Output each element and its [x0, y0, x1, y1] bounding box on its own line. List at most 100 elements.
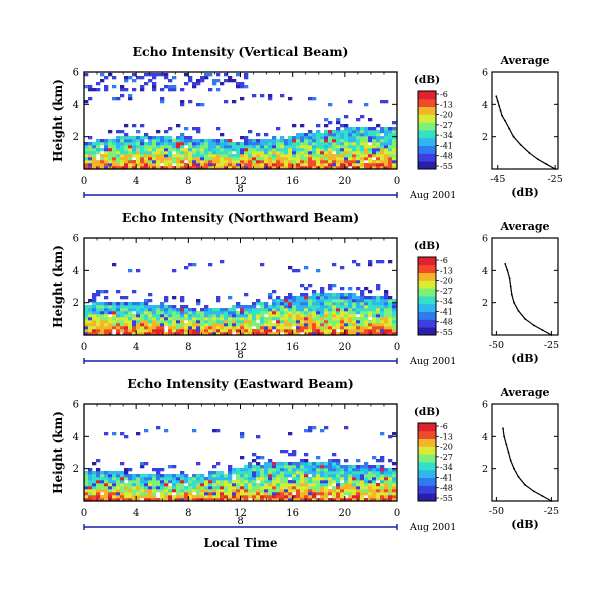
heatmap-cell	[100, 148, 105, 152]
heatmap-cell	[336, 314, 341, 318]
heatmap-cell	[212, 79, 217, 83]
heatmap-cell	[100, 320, 105, 324]
heatmap-cell	[376, 302, 381, 306]
heatmap-cell	[356, 151, 361, 155]
heatmap-cell	[392, 127, 397, 131]
heatmap-cell	[376, 308, 381, 312]
heatmap-cell	[312, 148, 317, 152]
heatmap-cell	[132, 480, 137, 484]
heatmap-cell	[192, 142, 197, 146]
heatmap-cell	[372, 145, 377, 149]
heatmap-cell	[128, 308, 133, 312]
heatmap-cell	[360, 477, 365, 481]
heatmap-cell	[116, 97, 121, 101]
heatmap-cell	[336, 121, 341, 125]
heatmap-cell	[172, 486, 177, 490]
panel-2: Echo Intensity (Eastward Beam)0 4 8 12 16 20 0…	[51, 376, 559, 550]
y-tick-label: 2	[73, 464, 79, 475]
heatmap-cell	[232, 471, 237, 475]
heatmap-cell	[124, 308, 129, 312]
heatmap-cell	[384, 142, 389, 146]
heatmap-cell	[208, 166, 213, 170]
heatmap-cell	[120, 471, 125, 475]
colorbar-swatch	[418, 454, 436, 463]
heatmap-cell	[380, 329, 385, 333]
heatmap-cell	[240, 317, 245, 321]
heatmap-cell	[260, 305, 265, 309]
heatmap-cell	[88, 326, 93, 330]
heatmap-cell	[320, 495, 325, 499]
heatmap-cell	[188, 154, 193, 158]
heatmap-cell	[340, 471, 345, 475]
heatmap-cell	[336, 465, 341, 469]
heatmap-cell	[200, 311, 205, 315]
colorbar-frame	[417, 90, 437, 170]
heatmap-cell	[260, 163, 265, 167]
colorbar-swatch	[418, 161, 436, 170]
heatmap-cell	[116, 311, 121, 315]
heatmap-cell	[112, 148, 117, 152]
heatmap-cell	[308, 320, 313, 324]
heatmap-cell	[88, 317, 93, 321]
heatmap-cell	[168, 329, 173, 333]
heatmap-cell	[124, 492, 129, 496]
heatmap-cell	[140, 326, 145, 330]
heatmap-cell	[384, 100, 389, 104]
heatmap-cell	[248, 462, 253, 466]
heatmap-cell	[120, 480, 125, 484]
heatmap-cell	[392, 139, 397, 143]
heatmap-cell	[168, 163, 173, 167]
heatmap-cell	[100, 290, 105, 294]
heatmap-cell	[220, 329, 225, 333]
profile-point	[541, 495, 544, 498]
heatmap-cell	[164, 317, 169, 321]
heatmap-cell	[304, 157, 309, 161]
heatmap-cell	[160, 302, 165, 306]
heatmap-cell	[116, 486, 121, 490]
heatmap-cell	[300, 320, 305, 324]
heatmap-cell	[248, 142, 253, 146]
heatmap-cell	[316, 311, 321, 315]
heatmap-cell	[376, 145, 381, 149]
heatmap-cell	[300, 157, 305, 161]
heatmap-cell	[300, 302, 305, 306]
heatmap-cell	[132, 160, 137, 164]
heatmap-cell	[388, 483, 393, 487]
heatmap-cell	[204, 157, 209, 161]
heatmap-cell	[360, 471, 365, 475]
heatmap-cell	[204, 305, 209, 309]
heatmap-cell	[276, 477, 281, 481]
heatmap-cell	[288, 483, 293, 487]
heatmap-cell	[212, 163, 217, 167]
heatmap-cell	[212, 486, 217, 490]
heatmap-cell	[156, 136, 161, 140]
heatmap-cell	[364, 299, 369, 303]
heatmap-cell	[136, 145, 141, 149]
heatmap-cell	[364, 477, 369, 481]
heatmap-cell	[388, 154, 393, 158]
heatmap-cell	[184, 127, 189, 131]
heatmap-cell	[292, 489, 297, 493]
heatmap-cell	[248, 320, 253, 324]
heatmap-cell	[272, 302, 277, 306]
heatmap-cell	[256, 492, 261, 496]
heatmap-cell	[320, 468, 325, 472]
heatmap-cell	[372, 317, 377, 321]
heatmap-cell	[160, 323, 165, 327]
heatmap-cell	[112, 157, 117, 161]
heatmap-cell	[264, 311, 269, 315]
heatmap-cell	[388, 302, 393, 306]
heatmap-cell	[116, 302, 121, 306]
heatmap-cell	[392, 302, 397, 306]
heatmap-cell	[248, 154, 253, 158]
heatmap-cell	[268, 462, 273, 466]
heatmap-cell	[352, 154, 357, 158]
heatmap-cell	[168, 88, 173, 92]
heatmap-cell	[192, 157, 197, 161]
heatmap-cell	[360, 483, 365, 487]
heatmap-cell	[164, 299, 169, 303]
heatmap-cell	[84, 85, 89, 89]
heatmap-cell	[300, 148, 305, 152]
heatmap-cell	[264, 308, 269, 312]
heatmap-cell	[388, 317, 393, 321]
